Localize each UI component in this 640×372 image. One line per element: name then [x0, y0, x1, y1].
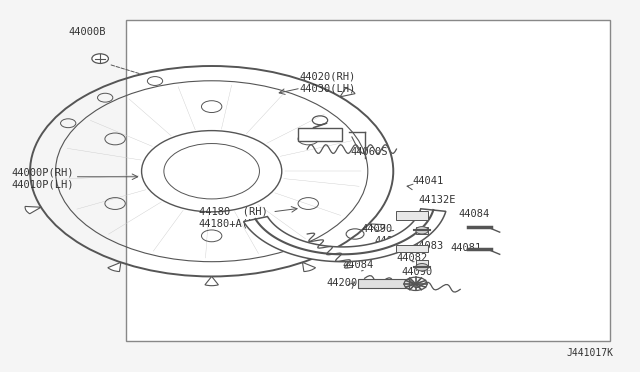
Text: 44200: 44200: [326, 278, 358, 288]
Text: J441017K: J441017K: [566, 348, 613, 358]
Bar: [298, 128, 342, 141]
Text: 44083: 44083: [374, 236, 405, 246]
Bar: [125, 20, 610, 341]
Circle shape: [415, 263, 428, 271]
Text: 44090: 44090: [362, 224, 393, 234]
Text: 44020(RH)
44030(LH): 44020(RH) 44030(LH): [300, 72, 356, 93]
Text: 44090: 44090: [401, 267, 433, 278]
Wedge shape: [340, 88, 355, 97]
Bar: [358, 279, 409, 288]
Bar: [416, 227, 428, 234]
Text: 44132E: 44132E: [419, 195, 456, 205]
Text: 44060S: 44060S: [351, 147, 388, 157]
Text: 44084: 44084: [459, 209, 490, 219]
Wedge shape: [303, 262, 316, 272]
Wedge shape: [25, 206, 41, 214]
Text: 44082: 44082: [396, 253, 428, 263]
Wedge shape: [369, 224, 385, 231]
Text: 44000P(RH)
44010P(LH): 44000P(RH) 44010P(LH): [11, 168, 74, 189]
Bar: [396, 211, 428, 219]
Text: 44000B: 44000B: [68, 27, 106, 36]
Circle shape: [415, 227, 428, 234]
Text: 44083: 44083: [412, 241, 444, 251]
Text: 44084: 44084: [342, 260, 374, 270]
Wedge shape: [108, 262, 121, 272]
Circle shape: [92, 54, 108, 63]
Text: 44081: 44081: [451, 243, 482, 253]
Text: 44180  (RH)
44180+A(LH): 44180 (RH) 44180+A(LH): [199, 206, 268, 228]
Polygon shape: [243, 209, 446, 262]
Wedge shape: [205, 276, 218, 286]
Text: 44041: 44041: [412, 176, 444, 186]
Bar: [396, 245, 428, 253]
Bar: [416, 260, 428, 267]
